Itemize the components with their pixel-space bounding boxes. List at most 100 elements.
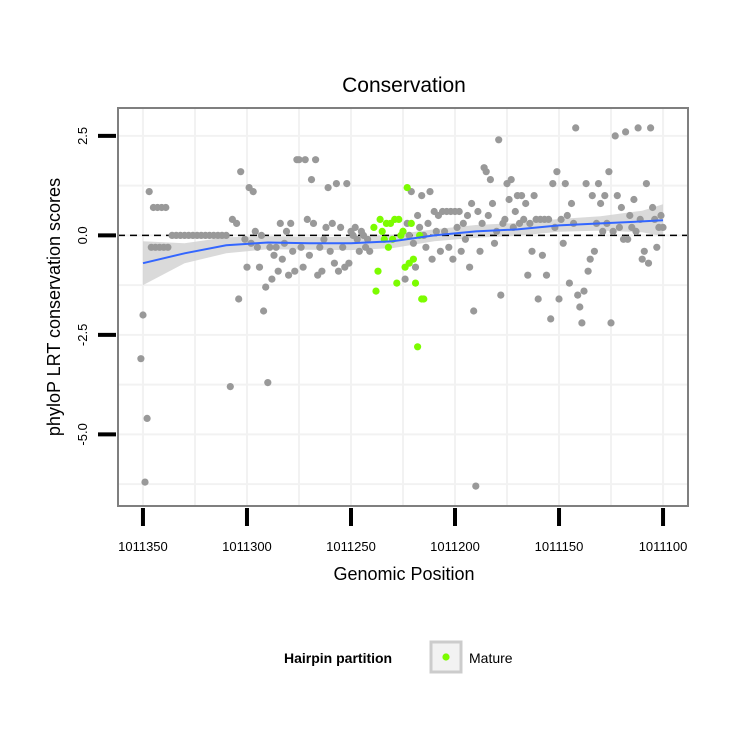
data-point bbox=[243, 263, 251, 271]
data-point-mature bbox=[372, 287, 380, 295]
data-point bbox=[553, 168, 561, 176]
data-point bbox=[287, 219, 295, 227]
data-point bbox=[455, 207, 463, 216]
data-point bbox=[276, 219, 284, 227]
data-point bbox=[505, 195, 513, 204]
data-point bbox=[605, 168, 613, 176]
data-point bbox=[355, 247, 363, 255]
x-tick-label: 1011350 bbox=[118, 539, 168, 554]
legend-title: Hairpin partition bbox=[284, 650, 392, 666]
y-tick-label: 2.5 bbox=[75, 127, 90, 145]
data-point bbox=[257, 231, 266, 239]
data-point bbox=[520, 215, 528, 223]
data-point bbox=[164, 243, 172, 251]
data-point bbox=[274, 267, 282, 275]
data-point bbox=[659, 223, 667, 231]
data-point bbox=[497, 291, 505, 299]
data-point bbox=[401, 275, 409, 283]
data-point bbox=[574, 291, 582, 299]
data-point bbox=[580, 287, 588, 295]
data-point bbox=[617, 203, 626, 212]
data-point bbox=[511, 207, 519, 216]
data-point bbox=[237, 168, 245, 176]
data-point-mature bbox=[378, 227, 386, 235]
x-tick-label: 1011100 bbox=[639, 539, 688, 554]
data-point bbox=[576, 303, 584, 311]
data-point bbox=[432, 227, 440, 235]
data-point bbox=[524, 271, 532, 279]
y-axis-title: phyloP LRT conservation scores bbox=[44, 178, 64, 436]
y-tick-label: -2.5 bbox=[75, 324, 90, 346]
data-point bbox=[597, 199, 605, 208]
data-point bbox=[624, 235, 632, 243]
x-tick-label: 1011250 bbox=[326, 539, 376, 554]
data-point bbox=[266, 243, 274, 251]
data-point bbox=[534, 295, 542, 303]
data-point bbox=[459, 219, 467, 227]
data-point bbox=[584, 267, 592, 275]
data-point bbox=[307, 176, 316, 184]
data-point bbox=[441, 227, 449, 235]
data-point bbox=[322, 223, 330, 231]
data-point bbox=[582, 180, 590, 188]
data-point bbox=[222, 231, 230, 239]
data-point bbox=[422, 243, 430, 251]
data-point bbox=[320, 235, 328, 243]
x-axis-title: Genomic Position bbox=[333, 564, 474, 584]
data-point bbox=[436, 247, 444, 255]
data-point bbox=[343, 180, 351, 188]
data-point bbox=[638, 255, 646, 263]
data-point bbox=[364, 235, 372, 243]
data-point bbox=[141, 478, 149, 486]
chart-title: Conservation bbox=[342, 74, 466, 97]
data-point bbox=[424, 219, 432, 227]
data-point bbox=[345, 259, 353, 267]
data-point bbox=[309, 219, 318, 227]
plot-panel bbox=[117, 107, 689, 507]
legend-label-mature: Mature bbox=[469, 650, 513, 666]
data-point bbox=[285, 271, 293, 279]
data-point-mature bbox=[414, 343, 422, 351]
data-point bbox=[486, 176, 494, 184]
data-point bbox=[270, 251, 278, 259]
data-point bbox=[590, 247, 599, 255]
data-point bbox=[255, 263, 264, 271]
data-point bbox=[305, 251, 313, 259]
data-point bbox=[463, 211, 472, 220]
data-point bbox=[253, 243, 261, 251]
data-point bbox=[414, 211, 422, 220]
data-point bbox=[241, 235, 249, 243]
data-point bbox=[264, 379, 272, 387]
data-point bbox=[449, 255, 457, 263]
data-point bbox=[366, 247, 374, 255]
data-point bbox=[143, 414, 151, 422]
data-point bbox=[299, 263, 307, 271]
data-point bbox=[249, 188, 257, 196]
data-point bbox=[312, 156, 320, 164]
data-point bbox=[303, 215, 311, 223]
data-point bbox=[615, 223, 624, 231]
data-point bbox=[482, 168, 490, 176]
data-point bbox=[594, 180, 603, 188]
data-point bbox=[634, 124, 642, 132]
data-point bbox=[409, 239, 417, 247]
data-point bbox=[545, 215, 553, 223]
data-point bbox=[418, 192, 426, 200]
data-point-mature bbox=[374, 267, 382, 275]
data-point bbox=[337, 223, 345, 231]
data-point bbox=[547, 315, 555, 323]
x-tick-label: 1011150 bbox=[535, 539, 584, 554]
data-point-mature bbox=[420, 295, 428, 303]
data-point bbox=[466, 263, 474, 271]
data-point bbox=[260, 307, 268, 315]
data-point bbox=[640, 247, 648, 255]
data-point bbox=[334, 267, 343, 275]
data-point bbox=[457, 247, 465, 255]
data-point bbox=[316, 243, 324, 251]
data-point-mature bbox=[376, 215, 384, 223]
data-point bbox=[453, 223, 461, 231]
data-point bbox=[416, 223, 424, 231]
data-point bbox=[549, 180, 557, 188]
data-point bbox=[318, 267, 326, 275]
